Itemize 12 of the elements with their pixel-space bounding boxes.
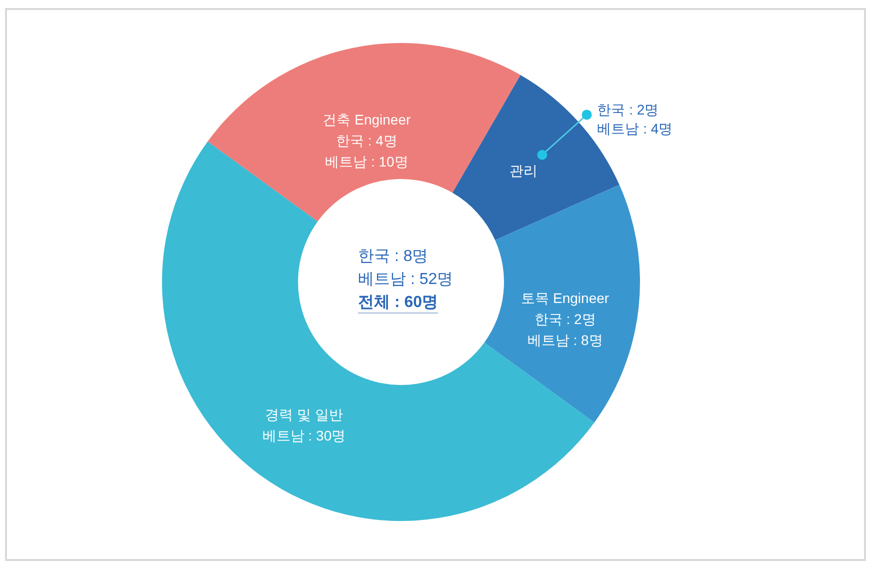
data-label: 한국 : 2명 베트남 : 8명 — [527, 311, 603, 348]
slice-label: 경력 및 일반 — [265, 406, 343, 422]
data-label: 한국 : 4명 베트남 : 10명 — [325, 132, 408, 170]
text: 베트남 : 52명 — [358, 271, 454, 288]
donut-slice — [484, 184, 640, 422]
data-label: 베트남 : 30명 — [262, 427, 346, 444]
data-label: 한국 : 2명 베트남 : 4명 — [597, 102, 673, 137]
slice-label: 토목 Engineer — [521, 290, 610, 306]
slice-label: 건축 Engineer — [322, 112, 411, 128]
text: 한국 : 8명 — [358, 248, 428, 265]
text: 전체 : 60명 — [358, 294, 438, 311]
slice-label: 관리 — [510, 162, 538, 179]
